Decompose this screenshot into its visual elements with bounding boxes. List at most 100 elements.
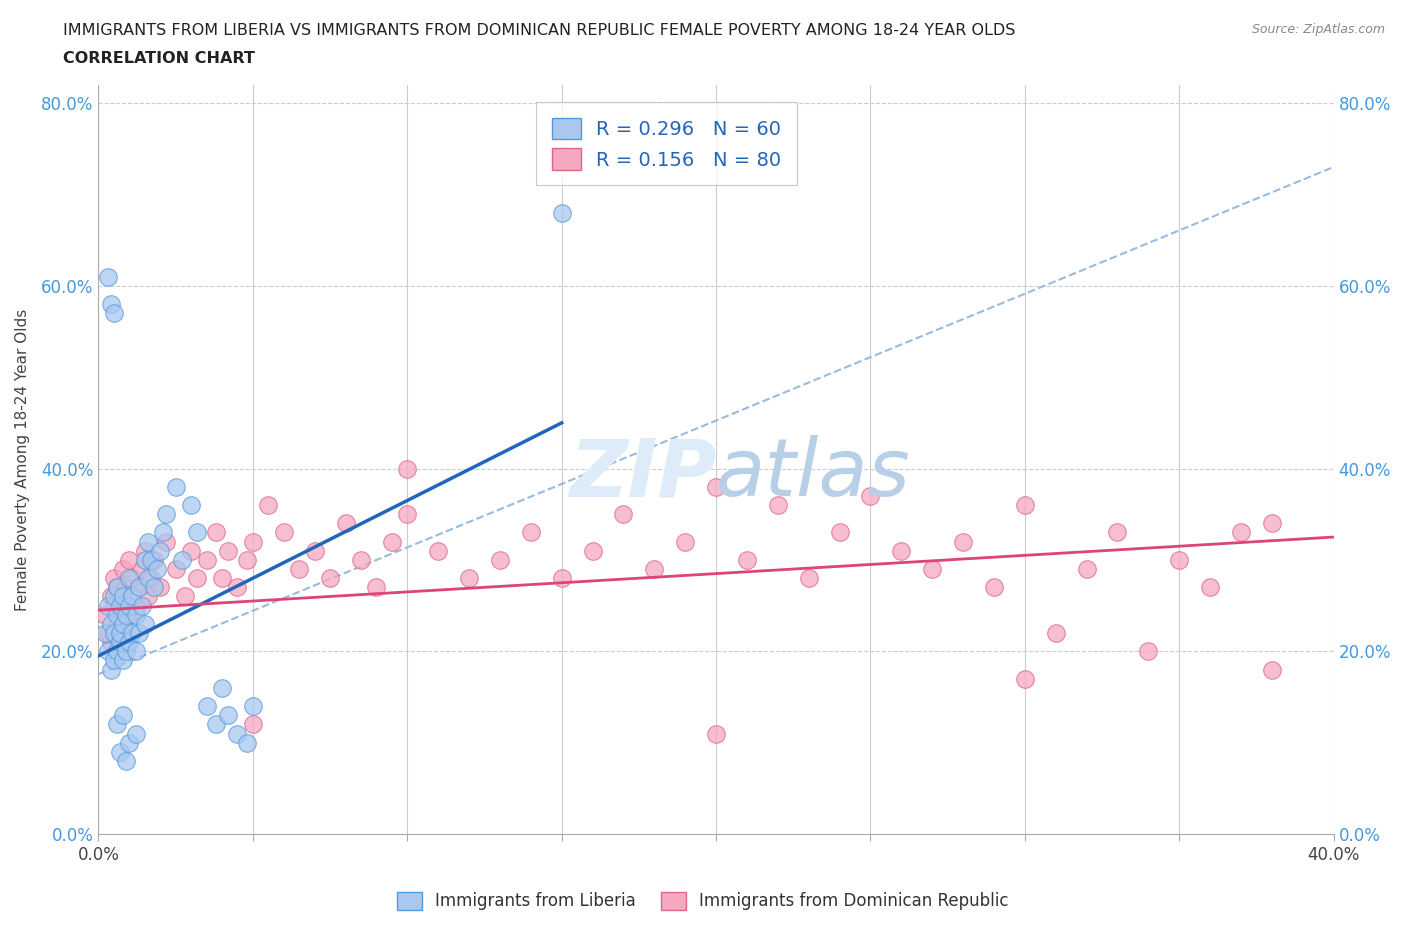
Point [766, 498, 789, 512]
Point [121, 589, 143, 604]
Point [115, 644, 138, 658]
Point [143, 580, 166, 595]
Point [180, 543, 202, 558]
Point [103, 306, 125, 321]
Point [100, 617, 122, 631]
Point [149, 580, 172, 595]
Point [186, 571, 208, 586]
Text: IMMIGRANTS FROM LIBERIA VS IMMIGRANTS FROM DOMINICAN REPUBLIC FEMALE POVERTY AMO: IMMIGRANTS FROM LIBERIA VS IMMIGRANTS FR… [63, 23, 1015, 38]
Point [152, 525, 174, 540]
Point [1199, 580, 1222, 595]
Point [118, 736, 141, 751]
Point [124, 598, 146, 613]
Point [112, 653, 135, 668]
Point [174, 589, 197, 604]
Point [134, 617, 156, 631]
Point [143, 552, 166, 567]
Point [108, 607, 131, 622]
Point [1137, 644, 1160, 658]
Point [288, 562, 311, 577]
Point [828, 525, 851, 540]
Point [155, 534, 177, 549]
Point [1230, 525, 1253, 540]
Point [381, 534, 404, 549]
Point [124, 607, 146, 622]
Point [108, 634, 131, 649]
Point [115, 580, 138, 595]
Point [146, 562, 169, 577]
Point [128, 580, 150, 595]
Point [103, 626, 125, 641]
Point [115, 598, 138, 613]
Point [1014, 498, 1036, 512]
Point [273, 525, 295, 540]
Point [1014, 671, 1036, 686]
Y-axis label: Female Poverty Among 18-24 Year Olds: Female Poverty Among 18-24 Year Olds [15, 308, 30, 610]
Point [93, 607, 115, 622]
Point [1261, 662, 1284, 677]
Point [1261, 516, 1284, 531]
Point [121, 571, 143, 586]
Point [115, 753, 138, 768]
Point [427, 543, 450, 558]
Point [170, 552, 193, 567]
Point [108, 589, 131, 604]
Point [550, 206, 572, 220]
Point [112, 562, 135, 577]
Point [97, 644, 120, 658]
Point [735, 552, 758, 567]
Point [103, 653, 125, 668]
Point [97, 269, 120, 284]
Point [93, 626, 115, 641]
Point [304, 543, 326, 558]
Point [335, 516, 357, 531]
Point [124, 644, 146, 658]
Point [257, 498, 280, 512]
Point [396, 461, 419, 476]
Point [112, 617, 135, 631]
Text: CORRELATION CHART: CORRELATION CHART [63, 51, 254, 66]
Point [242, 698, 264, 713]
Point [211, 681, 233, 696]
Text: ZIP: ZIP [568, 435, 716, 513]
Point [155, 507, 177, 522]
Point [105, 626, 128, 641]
Point [211, 571, 233, 586]
Point [643, 562, 665, 577]
Point [520, 525, 543, 540]
Legend: R = 0.296   N = 60, R = 0.156   N = 80: R = 0.296 N = 60, R = 0.156 N = 80 [536, 102, 797, 185]
Point [108, 598, 131, 613]
Point [118, 634, 141, 649]
Point [217, 708, 239, 723]
Point [235, 736, 257, 751]
Point [952, 534, 974, 549]
Point [242, 534, 264, 549]
Point [134, 552, 156, 567]
Point [105, 717, 128, 732]
Point [859, 488, 882, 503]
Point [97, 598, 120, 613]
Point [204, 717, 226, 732]
Point [673, 534, 696, 549]
Point [118, 607, 141, 622]
Point [108, 744, 131, 759]
Point [797, 571, 820, 586]
Point [131, 598, 153, 613]
Point [139, 552, 162, 567]
Point [149, 543, 172, 558]
Point [118, 552, 141, 567]
Point [112, 617, 135, 631]
Point [105, 580, 128, 595]
Point [581, 543, 603, 558]
Point [235, 552, 257, 567]
Point [186, 525, 208, 540]
Point [128, 580, 150, 595]
Point [136, 571, 159, 586]
Text: atlas: atlas [716, 435, 911, 513]
Text: Source: ZipAtlas.com: Source: ZipAtlas.com [1251, 23, 1385, 36]
Point [97, 626, 120, 641]
Point [115, 607, 138, 622]
Point [105, 580, 128, 595]
Point [131, 562, 153, 577]
Point [983, 580, 1005, 595]
